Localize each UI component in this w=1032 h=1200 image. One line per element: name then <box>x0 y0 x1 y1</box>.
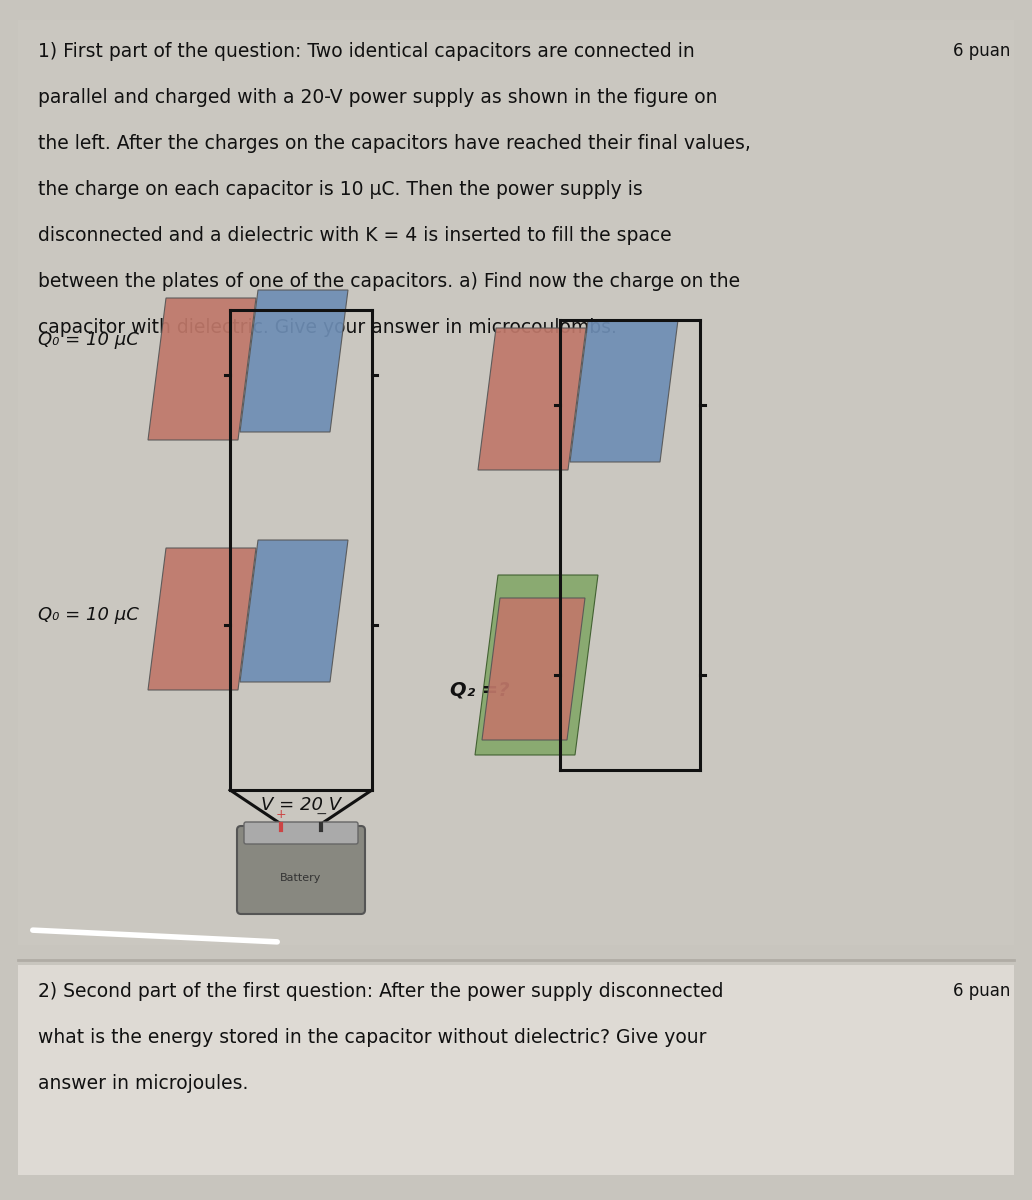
FancyBboxPatch shape <box>18 965 1014 1175</box>
Text: what is the energy stored in the capacitor without dielectric? Give your: what is the energy stored in the capacit… <box>38 1028 707 1046</box>
Polygon shape <box>240 290 348 432</box>
FancyBboxPatch shape <box>18 20 1014 946</box>
Polygon shape <box>570 320 678 462</box>
Text: 1) First part of the question: Two identical capacitors are connected in: 1) First part of the question: Two ident… <box>38 42 695 61</box>
Text: Q₀ = 10 μC: Q₀ = 10 μC <box>38 331 139 349</box>
Text: parallel and charged with a 20-V power supply as shown in the figure on: parallel and charged with a 20-V power s… <box>38 88 717 107</box>
FancyBboxPatch shape <box>237 826 365 914</box>
Text: V = 20 V: V = 20 V <box>261 796 341 814</box>
Text: +: + <box>276 808 286 821</box>
Text: the charge on each capacitor is 10 μC. Then the power supply is: the charge on each capacitor is 10 μC. T… <box>38 180 643 199</box>
Text: −: − <box>315 806 327 821</box>
FancyBboxPatch shape <box>244 822 358 844</box>
Text: 2) Second part of the first question: After the power supply disconnected: 2) Second part of the first question: Af… <box>38 982 723 1001</box>
Text: answer in microjoules.: answer in microjoules. <box>38 1074 249 1093</box>
Text: Q₀ = 10 μC: Q₀ = 10 μC <box>38 606 139 624</box>
Polygon shape <box>478 328 586 470</box>
Text: 6 puan: 6 puan <box>953 42 1010 60</box>
Text: between the plates of one of the capacitors. a) Find now the charge on the: between the plates of one of the capacit… <box>38 272 740 290</box>
Text: Q₂ =?: Q₂ =? <box>450 680 510 700</box>
Text: capacitor with dielectric. Give your answer in microcoulombs.: capacitor with dielectric. Give your ans… <box>38 318 617 337</box>
Text: the left. After the charges on the capacitors have reached their final values,: the left. After the charges on the capac… <box>38 134 751 152</box>
Text: 6 puan: 6 puan <box>953 982 1010 1000</box>
Polygon shape <box>148 548 256 690</box>
Text: disconnected and a dielectric with K = 4 is inserted to fill the space: disconnected and a dielectric with K = 4… <box>38 226 672 245</box>
Polygon shape <box>482 598 585 740</box>
Text: Battery: Battery <box>281 874 322 883</box>
Polygon shape <box>148 298 256 440</box>
Polygon shape <box>475 575 598 755</box>
Polygon shape <box>240 540 348 682</box>
